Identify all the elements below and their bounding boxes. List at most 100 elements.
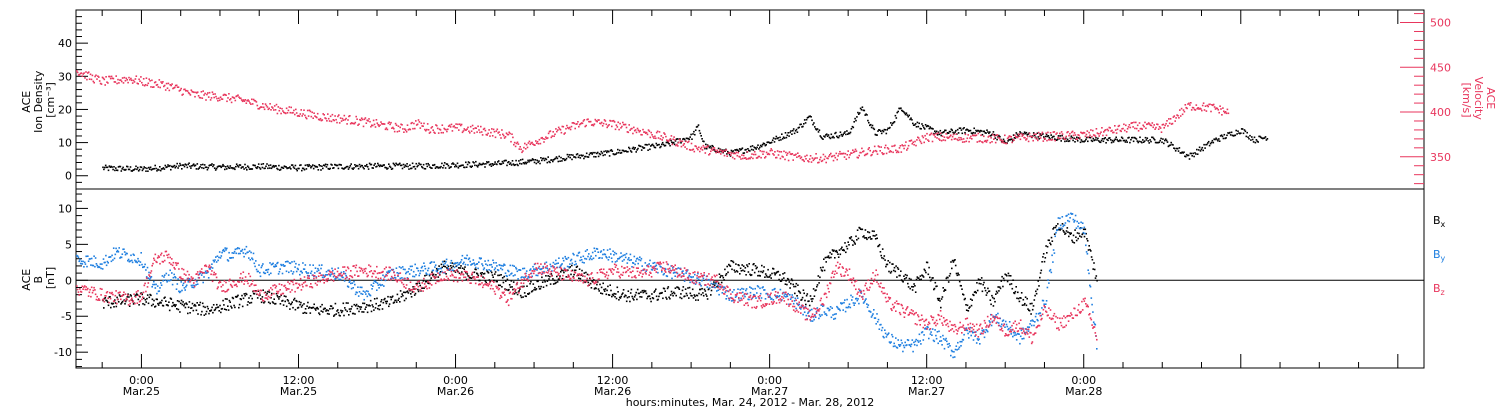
density-point xyxy=(810,116,812,118)
By-point xyxy=(327,269,329,272)
density-point xyxy=(399,162,401,165)
velocity-point xyxy=(827,157,829,160)
By-point xyxy=(545,261,548,264)
velocity-point xyxy=(775,156,778,159)
Bx-point xyxy=(578,268,581,270)
velocity-point xyxy=(429,131,432,133)
Bx-point xyxy=(218,310,220,312)
velocity-point xyxy=(677,141,680,144)
Bx-point xyxy=(269,302,271,305)
velocity-point xyxy=(774,151,776,153)
Bx-point xyxy=(504,288,506,290)
By-point xyxy=(321,264,323,266)
density-point xyxy=(612,153,615,155)
Bx-point xyxy=(298,300,301,303)
By-point xyxy=(228,251,230,254)
density-point xyxy=(279,168,282,171)
velocity-point xyxy=(957,139,959,142)
By-point xyxy=(288,271,290,274)
density-point xyxy=(340,164,342,166)
velocity-point xyxy=(1146,123,1148,126)
By-point xyxy=(248,257,250,259)
velocity-point xyxy=(486,134,488,136)
By-point xyxy=(262,271,265,274)
density-point xyxy=(508,163,511,165)
velocity-point xyxy=(954,137,957,140)
density-point xyxy=(794,130,797,132)
density-point xyxy=(967,130,970,132)
density-point xyxy=(315,165,318,168)
By-point xyxy=(646,264,649,266)
density-point xyxy=(460,164,462,167)
density-point xyxy=(319,165,321,167)
Bx-point xyxy=(339,315,341,317)
Bx-point xyxy=(719,276,721,279)
Bx-point xyxy=(986,292,988,294)
By-point xyxy=(143,265,146,268)
velocity-point xyxy=(926,132,928,135)
Bx-point xyxy=(479,272,482,274)
density-point xyxy=(638,144,640,147)
density-point xyxy=(479,163,482,166)
Bx-point xyxy=(446,267,448,269)
Bx-point xyxy=(903,275,905,277)
velocity-point xyxy=(525,143,528,146)
Bx-point xyxy=(780,280,783,282)
velocity-point xyxy=(1016,136,1019,139)
Bx-point xyxy=(718,273,721,275)
Bx-point xyxy=(335,313,337,315)
density-point xyxy=(986,129,988,131)
density-point xyxy=(476,164,478,167)
By-point xyxy=(499,264,501,267)
velocity-point xyxy=(395,124,398,126)
density-point xyxy=(691,138,693,140)
Bx-point xyxy=(827,255,830,257)
Bx-point xyxy=(812,288,815,290)
density-point xyxy=(1113,139,1116,142)
velocity-point xyxy=(424,128,426,131)
velocity-point xyxy=(805,158,807,160)
Bx-point xyxy=(784,283,787,285)
density-point xyxy=(755,148,757,150)
Bx-point xyxy=(625,300,628,303)
velocity-point xyxy=(407,129,410,131)
By-point xyxy=(602,249,605,251)
Bx-point xyxy=(477,274,480,277)
By-point xyxy=(796,297,799,299)
velocity-point xyxy=(819,156,822,159)
velocity-point xyxy=(1028,132,1031,135)
By-point xyxy=(848,303,851,305)
density-point xyxy=(137,166,139,169)
velocity-point xyxy=(841,152,843,155)
velocity-point xyxy=(329,115,332,118)
Bx-point xyxy=(706,295,708,297)
Bx-point xyxy=(1065,230,1068,232)
By-point xyxy=(701,279,703,282)
density-point xyxy=(974,132,976,134)
density-point xyxy=(844,131,846,133)
Bx-point xyxy=(1057,223,1059,225)
Bx-point xyxy=(781,278,783,281)
b-field-tick-label: 10 xyxy=(58,202,72,215)
By-point xyxy=(255,268,258,271)
velocity-point xyxy=(365,122,368,124)
density-point xyxy=(219,165,221,167)
density-point xyxy=(467,161,470,163)
velocity-point xyxy=(532,143,534,145)
Bx-point xyxy=(489,280,491,283)
By-point xyxy=(379,284,382,287)
velocity-point xyxy=(97,75,99,77)
velocity-point xyxy=(1042,140,1045,142)
density-point xyxy=(551,159,553,161)
density-point xyxy=(921,123,923,125)
Bx-point xyxy=(360,306,363,308)
velocity-tick-label: 350 xyxy=(1430,151,1451,164)
Bx-point xyxy=(563,271,565,274)
density-point xyxy=(1002,138,1005,141)
Bx-point xyxy=(909,287,911,290)
By-point xyxy=(275,265,278,267)
Bx-point xyxy=(798,291,801,293)
velocity-point xyxy=(252,98,255,101)
velocity-point xyxy=(1130,122,1133,124)
By-point xyxy=(168,279,171,282)
